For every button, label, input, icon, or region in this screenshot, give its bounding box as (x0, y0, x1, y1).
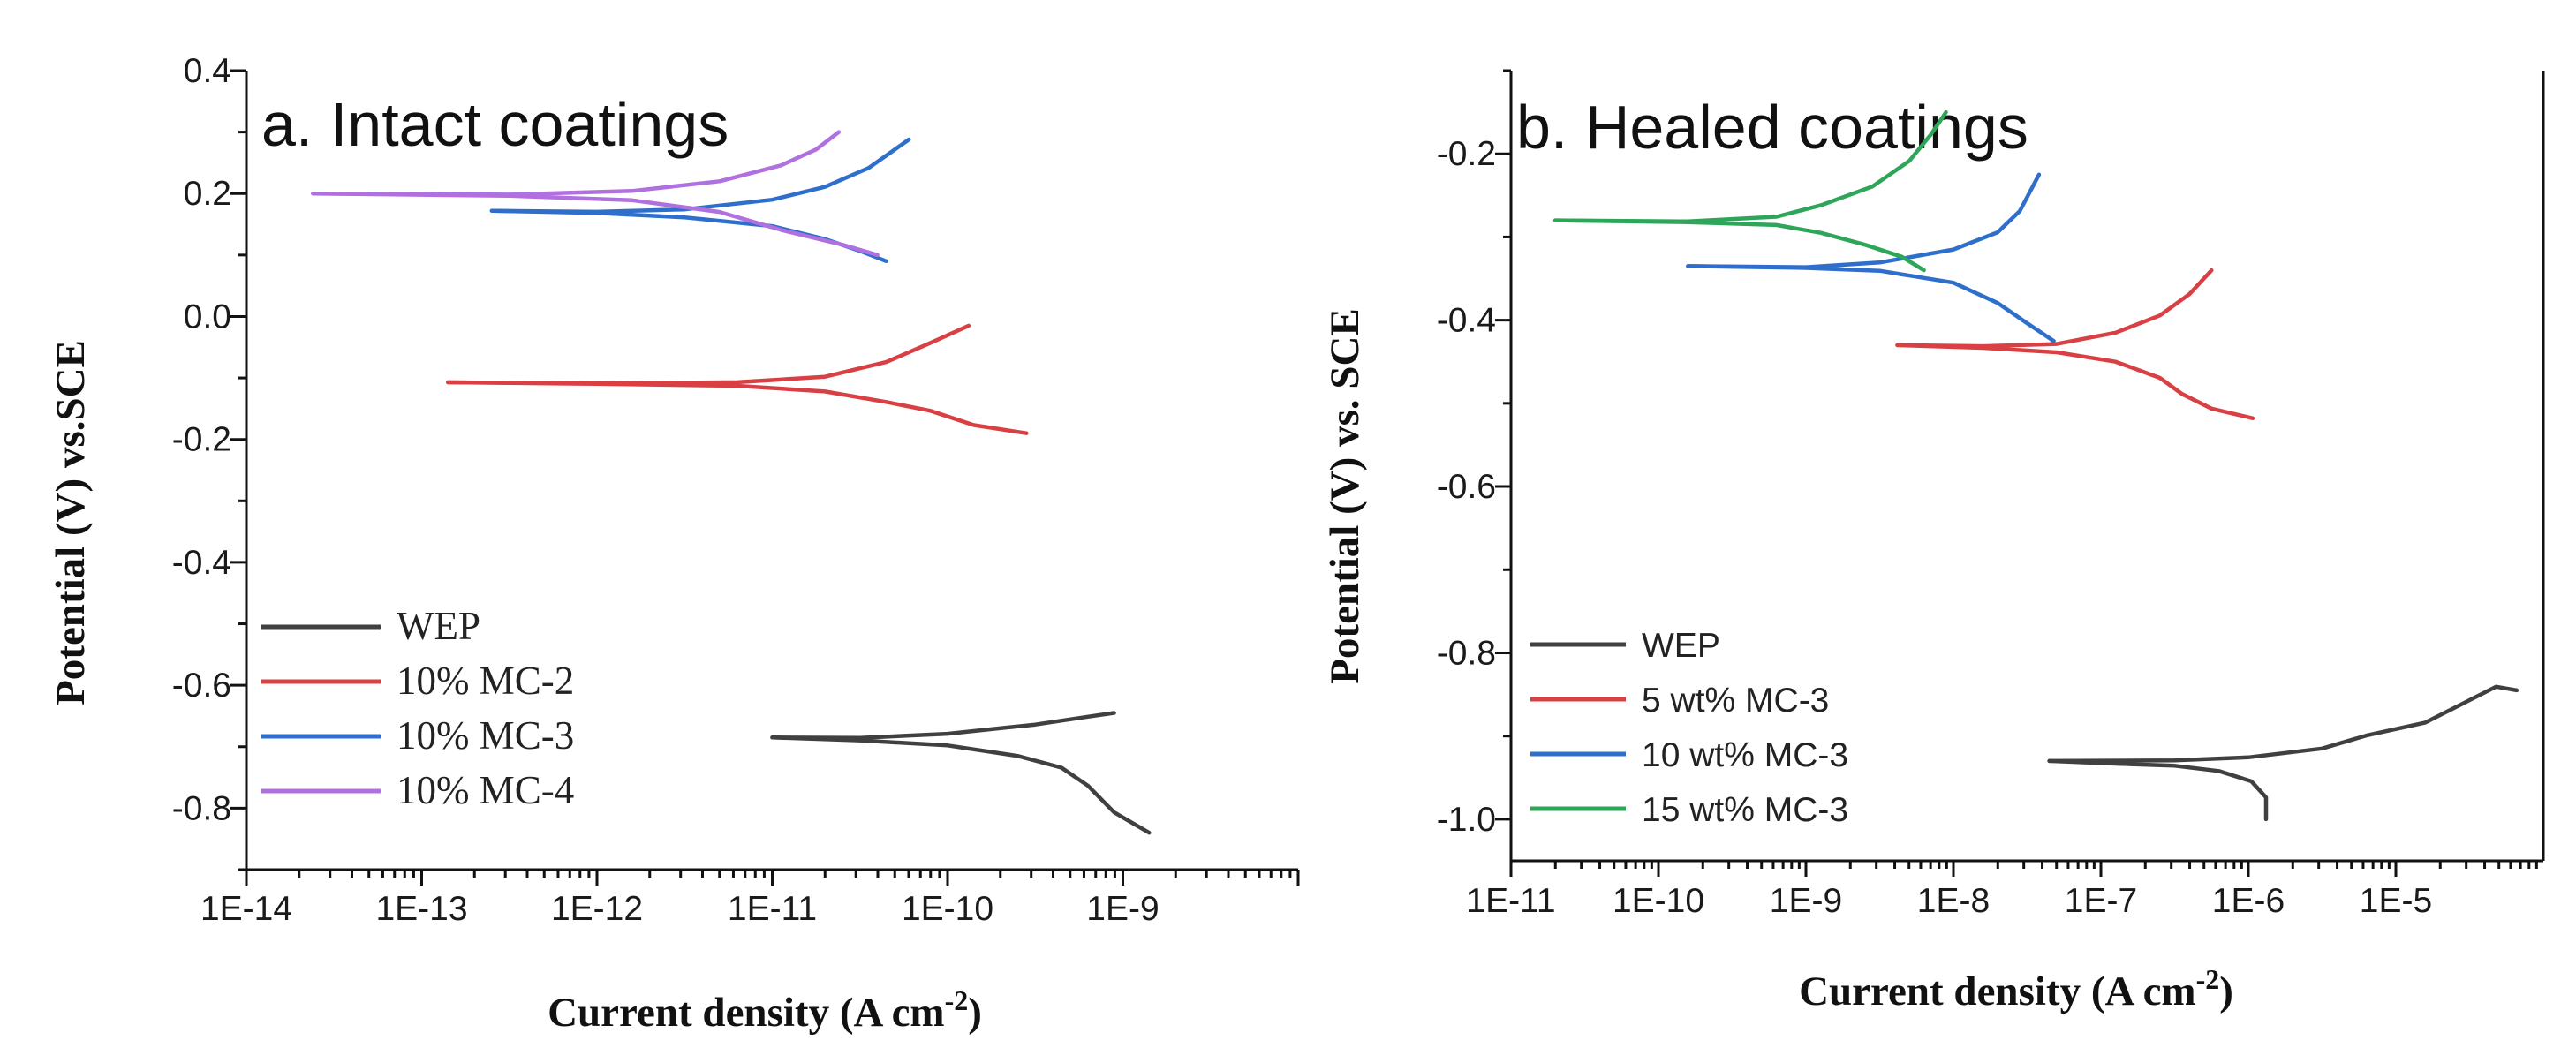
legend-label: 15 wt% MC-3 (1642, 791, 1848, 829)
panel-a-y-axis-title: Potential (V) vs.SCE (48, 340, 94, 705)
panel-a-intact-coatings: a. Intact coatings 1E-14 1E-13 1E-12 1E-11 1… (48, 52, 1300, 1036)
panel-b-y-tick-label: -0.8 (1437, 634, 1496, 672)
panel-a-curves (311, 130, 1152, 835)
panel-a-y-tick-label: -0.6 (172, 667, 231, 705)
panel-a-y-tick-label: 0.0 (184, 298, 231, 335)
panel-a-series-wep-cathodic (770, 735, 1152, 835)
panel-a-series-10-mc-3-anodic (489, 137, 911, 215)
panel-b-series-5-wt-mc-3-anodic (1895, 268, 2214, 349)
panel-a-y-tick-label: 0.2 (184, 175, 231, 213)
panel-b-series-10-wt-mc-3-cathodic (1686, 264, 2056, 343)
panel-a-y-tick-label: -0.8 (172, 789, 231, 827)
panel-a-legend: WEP 10% MC-2 10% MC-3 10% MC-4 (261, 604, 574, 812)
legend-label: WEP (1642, 627, 1720, 665)
panel-a-y-tick-label: -0.2 (172, 421, 231, 459)
panel-a-title: a. Intact coatings (261, 90, 729, 159)
panel-b-x-tick-label: 1E-6 (2212, 882, 2285, 920)
panel-a-series-10-mc-2-cathodic (446, 380, 1029, 435)
panel-b-y-tick-label: -0.6 (1437, 468, 1496, 506)
panel-b-series-10-wt-mc-3-anodic (1686, 172, 2042, 269)
panel-a-series-wep-anodic (770, 711, 1116, 741)
panel-a-x-tick-label: 1E-11 (728, 890, 817, 928)
panel-b-x-tick-label: 1E-9 (1770, 882, 1842, 920)
panel-b-series-wep-cathodic (2047, 758, 2269, 822)
legend-label: 10% MC-4 (397, 768, 574, 812)
panel-a-x-tick-label: 1E-13 (375, 890, 467, 928)
panel-b-y-tick-label: -0.2 (1437, 135, 1496, 173)
panel-b-x-tick-label: 1E-11 (1466, 882, 1555, 920)
panel-b-title: b. Healed coatings (1516, 93, 2028, 162)
panel-a-x-tick-label: 1E-14 (200, 890, 292, 928)
panel-b-x-tick-label: 1E-7 (2065, 882, 2137, 920)
panel-b-x-axis-title: Current density (A cm-2) (1799, 963, 2233, 1014)
panel-b-x-tick-label: 1E-5 (2360, 882, 2432, 920)
panel-a-series-10-mc-2-anodic (446, 323, 971, 386)
panel-b-axes: 1E-11 1E-10 1E-9 1E-8 1E-7 1E-6 1E-5 -0.2 -0.4 -0… (1437, 69, 2545, 920)
panel-b-legend: WEP 5 wt% MC-3 10 wt% MC-3 15 wt% MC-3 (1530, 627, 1848, 829)
panel-b-x-tick-label: 1E-10 (1613, 882, 1704, 920)
panel-b-curves (1552, 109, 2519, 822)
panel-b-y-axis-title: Potential (V) vs. SCE (1322, 308, 1368, 684)
panel-b-healed-coatings: b. Healed coatings 1E-11 1E-10 1E-9 1E-8 1E-… (1322, 69, 2545, 1014)
panel-a-x-tick-label: 1E-9 (1086, 890, 1159, 928)
panel-a-axes: 1E-14 1E-13 1E-12 1E-11 1E-10 1E-9 0.4 0.2 0.0 -0… (172, 52, 1300, 928)
panel-a-series-10-mc-3-cathodic (489, 208, 888, 264)
panel-a-y-tick-label: 0.4 (184, 52, 231, 90)
panel-b-y-tick-label: -0.4 (1437, 302, 1496, 340)
panel-b-y-tick-label: -1.0 (1437, 801, 1496, 839)
panel-b-series-15-wt-mc-3-anodic (1552, 109, 1948, 224)
legend-label: 10 wt% MC-3 (1642, 736, 1848, 774)
legend-label: WEP (397, 604, 480, 648)
panel-b-series-wep-anodic (2047, 684, 2519, 764)
panel-a-series-10-mc-4-anodic (311, 130, 842, 197)
panel-a-x-tick-label: 1E-10 (902, 890, 993, 928)
panel-a-series-10-mc-4-cathodic (311, 191, 880, 258)
panel-b-series-5-wt-mc-3-cathodic (1895, 343, 2255, 421)
legend-label: 10% MC-2 (397, 659, 574, 703)
legend-label: 5 wt% MC-3 (1642, 682, 1829, 720)
panel-a-x-tick-label: 1E-12 (551, 890, 643, 928)
panel-a-y-tick-label: -0.4 (172, 544, 231, 582)
panel-a-x-axis-title: Current density (A cm-2) (548, 984, 982, 1036)
panel-b-x-tick-label: 1E-8 (1917, 882, 1990, 920)
legend-label: 10% MC-3 (397, 713, 574, 758)
